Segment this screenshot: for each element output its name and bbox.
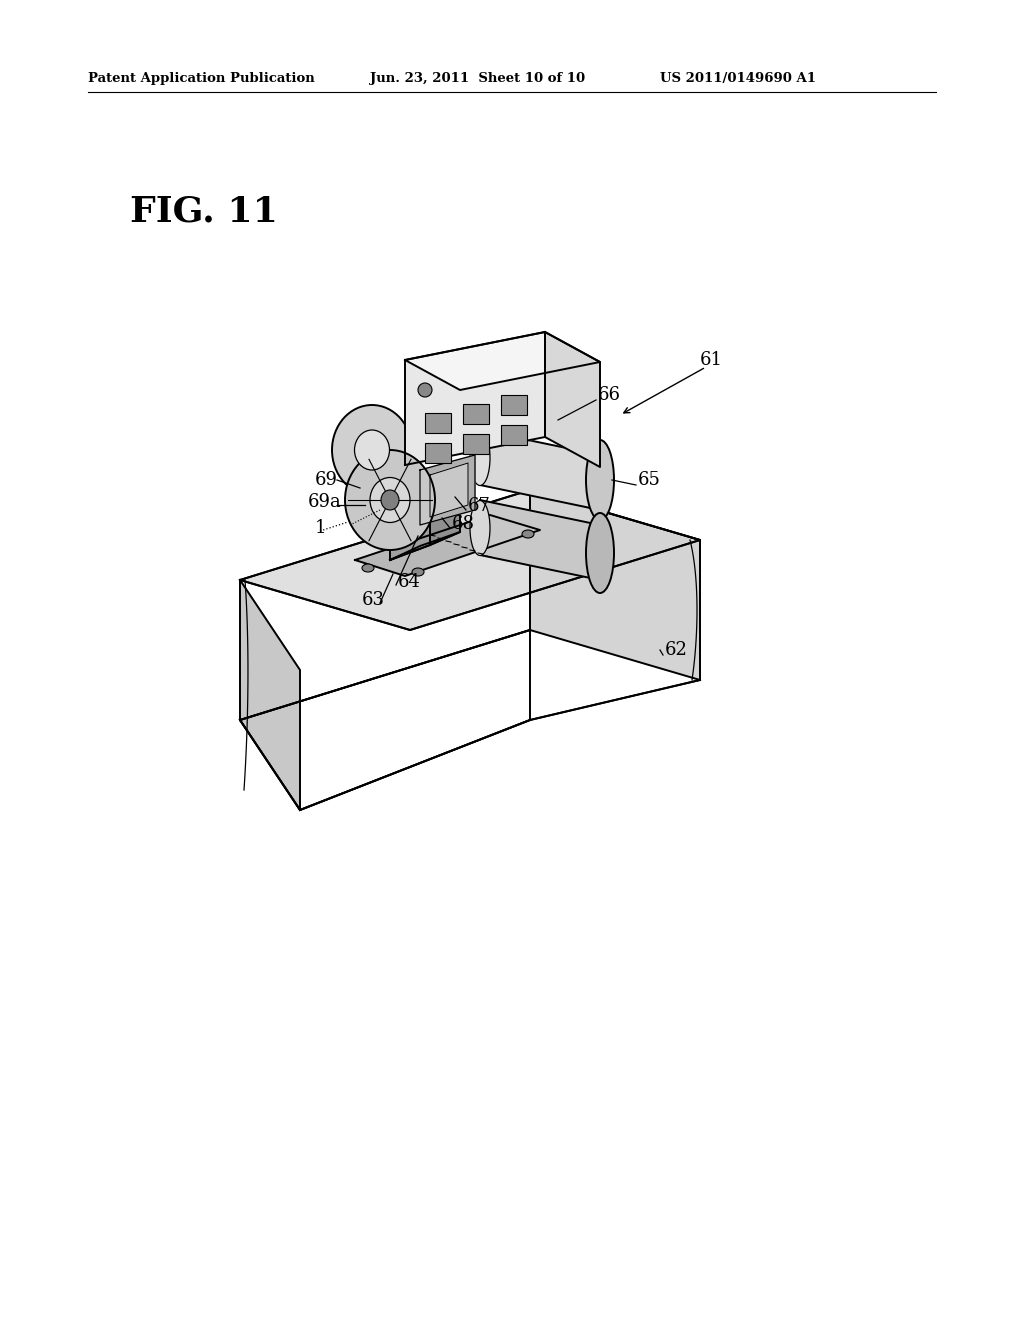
Bar bbox=[501, 395, 527, 414]
Polygon shape bbox=[420, 455, 475, 525]
Bar bbox=[463, 404, 489, 424]
Text: 66: 66 bbox=[598, 385, 621, 404]
Polygon shape bbox=[545, 333, 600, 467]
Text: 69: 69 bbox=[315, 471, 338, 488]
Polygon shape bbox=[240, 490, 700, 630]
Ellipse shape bbox=[362, 564, 374, 572]
Ellipse shape bbox=[418, 383, 432, 397]
Ellipse shape bbox=[522, 531, 534, 539]
Text: FIG. 11: FIG. 11 bbox=[130, 195, 278, 228]
Ellipse shape bbox=[470, 500, 490, 556]
Ellipse shape bbox=[586, 440, 614, 520]
Polygon shape bbox=[430, 469, 460, 545]
Text: 64: 64 bbox=[398, 573, 421, 591]
Ellipse shape bbox=[472, 517, 484, 525]
Bar bbox=[463, 434, 489, 454]
Polygon shape bbox=[355, 515, 540, 576]
Bar bbox=[425, 444, 451, 463]
Text: 1: 1 bbox=[315, 519, 327, 537]
Text: 65: 65 bbox=[638, 471, 660, 488]
Text: 63: 63 bbox=[362, 591, 385, 609]
Text: 62: 62 bbox=[665, 642, 688, 659]
Ellipse shape bbox=[345, 450, 435, 550]
Ellipse shape bbox=[470, 430, 490, 486]
Text: 69a: 69a bbox=[308, 492, 342, 511]
Text: Jun. 23, 2011  Sheet 10 of 10: Jun. 23, 2011 Sheet 10 of 10 bbox=[370, 73, 585, 84]
Polygon shape bbox=[406, 333, 600, 389]
Polygon shape bbox=[406, 333, 545, 465]
Polygon shape bbox=[530, 490, 700, 680]
Ellipse shape bbox=[354, 430, 389, 470]
Text: 61: 61 bbox=[700, 351, 723, 370]
Polygon shape bbox=[480, 500, 600, 579]
Text: 67: 67 bbox=[468, 498, 490, 515]
Ellipse shape bbox=[412, 568, 424, 576]
Polygon shape bbox=[240, 579, 300, 810]
Bar bbox=[501, 425, 527, 445]
Ellipse shape bbox=[370, 478, 410, 523]
Polygon shape bbox=[390, 532, 460, 560]
Polygon shape bbox=[390, 480, 430, 560]
Text: 68: 68 bbox=[452, 515, 475, 533]
Bar bbox=[425, 413, 451, 433]
Text: US 2011/0149690 A1: US 2011/0149690 A1 bbox=[660, 73, 816, 84]
Polygon shape bbox=[430, 463, 468, 517]
Polygon shape bbox=[480, 430, 600, 510]
Ellipse shape bbox=[381, 490, 399, 510]
Ellipse shape bbox=[332, 405, 412, 495]
Ellipse shape bbox=[586, 513, 614, 593]
Text: Patent Application Publication: Patent Application Publication bbox=[88, 73, 314, 84]
